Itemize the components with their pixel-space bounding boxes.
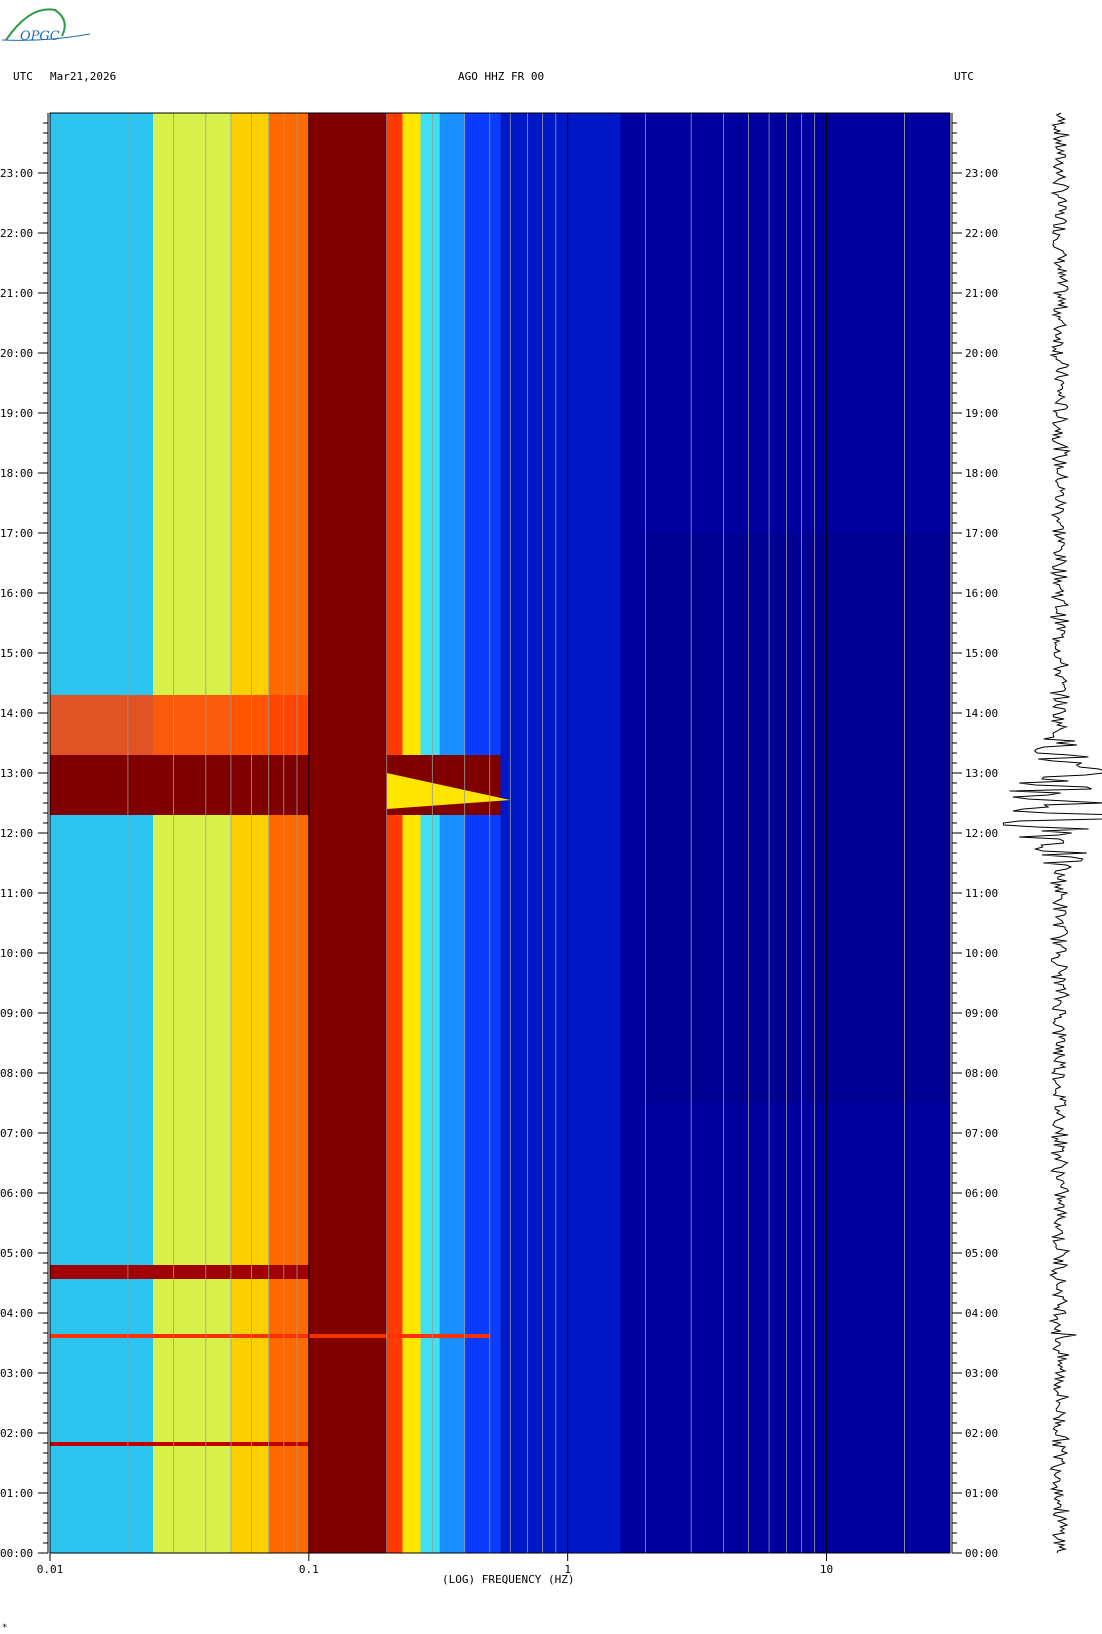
time-tick-label: 00:00 [965,1547,998,1560]
spectrogram-plot [49,112,951,1554]
spectrogram-band [153,113,231,1553]
logo-text: OPGC [20,29,60,44]
seismogram-trace [1002,112,1102,1554]
time-tick-label: 14:00 [0,707,33,720]
time-tick-label: 12:00 [965,827,998,840]
spectrogram-band [464,113,501,1553]
time-tick-label: 22:00 [965,227,998,240]
logo-underline [1,33,91,41]
time-axis-right: 00:00 01:00 02:00 03:00 04:00 05:00 06:00 07:00… [951,113,998,1560]
spectrogram-band [645,533,950,1103]
plot-frame [49,112,951,1554]
time-tick-label: 06:00 [965,1187,998,1200]
spectrogram-band [402,113,421,1553]
time-tick-label: 20:00 [965,347,998,360]
time-tick-label: 09:00 [965,1007,998,1020]
time-tick-label: 04:00 [0,1307,33,1320]
time-tick-label: 00:00 [0,1547,33,1560]
spectrogram-band [268,113,309,1553]
frequency-tick-label: 1 [564,1563,571,1576]
time-tick-label: 13:00 [965,767,998,780]
time-tick-label: 22:00 [0,227,33,240]
time-tick-label: 15:00 [0,647,33,660]
spectrogram-band [386,113,403,1553]
time-tick-label: 04:00 [965,1307,998,1320]
time-tick-label: 21:00 [965,287,998,300]
time-tick-label: 21:00 [0,287,33,300]
time-tick-label: 02:00 [0,1427,33,1440]
event-streak-small [50,1334,490,1338]
spectrogram-color-bands [50,113,950,1553]
time-tick-label: 16:00 [965,587,998,600]
header-utc-left: UTC [13,70,33,83]
time-tick-label: 10:00 [965,947,998,960]
opgc-logo: OPGC [1,8,91,44]
spectrogram-events [50,695,511,1446]
time-tick-label: 19:00 [0,407,33,420]
header-utc-right: UTC [954,70,974,83]
event-wedge [386,773,511,809]
time-tick-label: 20:00 [0,347,33,360]
spectrogram-band [230,113,269,1553]
time-tick-label: 05:00 [0,1247,33,1260]
time-tick-label: 07:00 [965,1127,998,1140]
time-tick-label: 06:00 [0,1187,33,1200]
event-streak-0445 [50,1265,309,1279]
time-tick-label: 07:00 [0,1127,33,1140]
time-tick-label: 19:00 [965,407,998,420]
time-tick-label: 10:00 [0,947,33,960]
header-date: Mar21,2026 [50,70,116,83]
spectrogram-band [500,113,621,1553]
time-tick-label: 13:00 [0,767,33,780]
seismogram-path [1002,112,1102,1554]
time-tick-label: 18:00 [0,467,33,480]
time-tick-label: 18:00 [965,467,998,480]
time-tick-label: 17:00 [0,527,33,540]
time-tick-label: 11:00 [965,887,998,900]
event-band-strong-tail [50,695,309,755]
time-tick-label: 03:00 [0,1367,33,1380]
frequency-tick-label: 10 [820,1563,833,1576]
logo-arc [5,8,66,41]
spectrogram-band [308,113,387,1553]
time-tick-label: 02:00 [965,1427,998,1440]
time-tick-label: 01:00 [0,1487,33,1500]
time-tick-label: 16:00 [0,587,33,600]
frequency-axis: 0.01 0.1 1 10 [37,1553,833,1576]
time-tick-label: 11:00 [0,887,33,900]
time-tick-label: 14:00 [965,707,998,720]
time-axis-left: 00:00 01:00 02:00 03:00 04:00 05:00 06:00 07:00… [0,113,49,1560]
time-tick-label: 23:00 [0,167,33,180]
x-axis-label: (LOG) FREQUENCY (HZ) [442,1573,574,1586]
time-tick-label: 23:00 [965,167,998,180]
spectrogram-band [439,113,465,1553]
time-tick-label: 05:00 [965,1247,998,1260]
time-tick-label: 01:00 [965,1487,998,1500]
event-streak-0150 [50,1442,309,1446]
time-tick-label: 08:00 [965,1067,998,1080]
spectrogram-band [420,113,440,1553]
time-tick-label: 09:00 [0,1007,33,1020]
time-tick-label: 15:00 [965,647,998,660]
time-tick-label: 08:00 [0,1067,33,1080]
footer-mark: * [2,1623,7,1633]
time-tick-label: 17:00 [965,527,998,540]
time-tick-label: 03:00 [965,1367,998,1380]
frequency-tick-label: 0.01 [37,1563,64,1576]
header-station: AGO HHZ FR 00 [458,70,544,83]
frequency-tick-label: 0.1 [299,1563,319,1576]
time-tick-label: 12:00 [0,827,33,840]
spectrogram-band [50,113,154,1553]
